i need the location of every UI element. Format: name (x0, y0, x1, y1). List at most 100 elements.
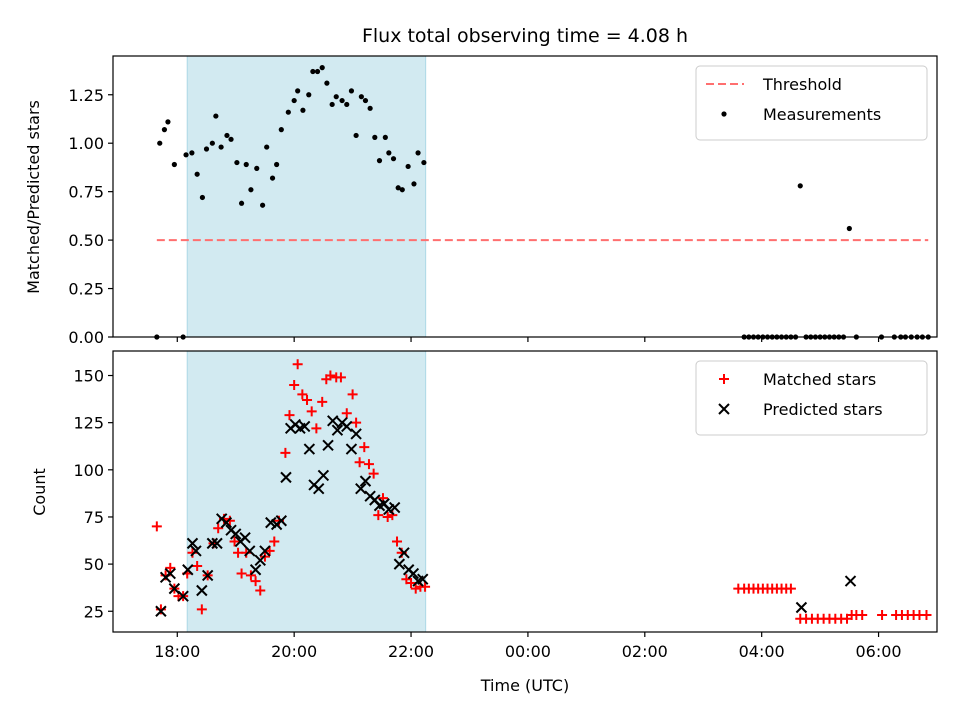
data-point (228, 136, 234, 142)
data-point (355, 482, 367, 495)
data-point (785, 583, 796, 594)
y-tick-label: 1.00 (68, 134, 104, 153)
data-point (165, 119, 171, 125)
data-point (165, 562, 176, 573)
data-point (196, 584, 208, 597)
data-point (297, 389, 308, 400)
data-point (292, 359, 303, 370)
data-point (376, 158, 383, 164)
data-point (329, 101, 335, 108)
data-point (406, 577, 417, 588)
y-tick-label: 25 (84, 602, 104, 621)
data-point (259, 545, 271, 557)
data-point (161, 127, 168, 133)
x-tick-label: 18:00 (154, 642, 200, 661)
series-predicted-stars (155, 415, 857, 617)
data-point (407, 567, 420, 580)
data-point (302, 395, 313, 406)
data-point (314, 68, 321, 75)
data-point (306, 92, 312, 98)
data-point (295, 88, 301, 94)
x-tick-label: 00:00 (505, 642, 551, 661)
data-point (846, 225, 852, 232)
y-tick-label: 100 (73, 461, 104, 480)
data-point (269, 175, 276, 181)
y-tick-label: 125 (73, 414, 104, 433)
x-tick-label: 06:00 (856, 642, 902, 661)
data-point (189, 150, 195, 156)
data-point (151, 521, 162, 532)
ratio-panel: 0.00 0.25 0.50 0.75 1.00 1.25 Threshold Measure… (68, 55, 938, 347)
legend-box (695, 360, 928, 436)
data-point (363, 459, 374, 470)
data-point (241, 547, 252, 558)
y-tick-label: 150 (73, 367, 104, 386)
data-point (335, 372, 346, 383)
data-point (415, 150, 421, 156)
data-point (236, 568, 247, 579)
data-point (344, 101, 350, 108)
data-point (359, 475, 372, 487)
data-point (229, 536, 240, 547)
data-point (157, 140, 163, 146)
data-point (234, 159, 240, 166)
data-point (248, 187, 254, 193)
data-point (350, 428, 362, 440)
x-tick-label: 04:00 (739, 642, 785, 661)
top-y-axis-label: Matched/Predicted stars (24, 100, 43, 294)
x-axis-label: Time (UTC) (480, 676, 569, 695)
data-point (239, 531, 251, 544)
data-point (213, 113, 219, 119)
data-point (345, 443, 358, 455)
data-point (260, 202, 266, 208)
data-point (322, 439, 334, 452)
data-point (264, 144, 270, 150)
y-tick-label: 0.75 (68, 183, 104, 202)
data-point (395, 185, 401, 191)
data-point (213, 523, 224, 534)
data-point (417, 573, 429, 585)
data-point (373, 510, 384, 521)
data-point (347, 389, 358, 400)
axes-frame (112, 55, 938, 338)
bottom-y-axis-label: Count (30, 468, 49, 516)
data-point (362, 97, 369, 104)
legend-dot-swatch (721, 111, 727, 117)
data-point (284, 410, 295, 421)
legend: Matched stars Predicted stars (695, 360, 928, 436)
x-tick-label: 02:00 (622, 642, 668, 661)
observing-window-shade (186, 55, 427, 338)
data-point (317, 469, 330, 482)
data-point (300, 107, 306, 113)
data-point (186, 537, 199, 550)
data-point (254, 165, 260, 171)
data-point (280, 471, 292, 484)
data-point (155, 605, 167, 617)
data-point (249, 564, 262, 576)
data-point (218, 144, 224, 150)
data-point (275, 515, 288, 527)
data-point (250, 576, 261, 587)
data-point (877, 610, 888, 621)
legend-label: Predicted stars (763, 400, 883, 419)
data-point (857, 610, 868, 621)
data-point (313, 482, 325, 495)
chart-title: Flux total observing time = 4.08 h (362, 25, 688, 47)
legend-x-swatch (718, 403, 730, 415)
data-point (211, 537, 223, 550)
data-point (359, 442, 370, 453)
legend-plus-swatch (719, 374, 729, 384)
data-point (921, 610, 932, 621)
data-point (187, 547, 198, 558)
data-point (795, 601, 808, 614)
data-point (398, 547, 410, 559)
data-point (319, 65, 325, 71)
data-point (285, 109, 291, 115)
y-tick-label: 0.50 (68, 231, 104, 250)
data-point (341, 420, 353, 433)
legend: Threshold Measurements (695, 65, 928, 141)
data-point (194, 171, 200, 177)
y-tick-label: 75 (84, 508, 104, 527)
data-point (333, 94, 339, 100)
data-point (254, 554, 266, 567)
